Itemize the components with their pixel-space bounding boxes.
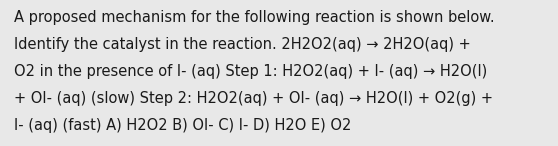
Text: + OI- (aq) (slow) Step 2: H2O2(aq) + OI- (aq) → H2O(l) + O2(g) +: + OI- (aq) (slow) Step 2: H2O2(aq) + OI-… [14, 91, 493, 106]
Text: A proposed mechanism for the following reaction is shown below.: A proposed mechanism for the following r… [14, 10, 494, 25]
Text: O2 in the presence of I- (aq) Step 1: H2O2(aq) + I- (aq) → H2O(l): O2 in the presence of I- (aq) Step 1: H2… [14, 64, 487, 79]
Text: I- (aq) (fast) A) H2O2 B) OI- C) I- D) H2O E) O2: I- (aq) (fast) A) H2O2 B) OI- C) I- D) H… [14, 118, 352, 133]
Text: Identify the catalyst in the reaction. 2H2O2(aq) → 2H2O(aq) +: Identify the catalyst in the reaction. 2… [14, 37, 471, 52]
